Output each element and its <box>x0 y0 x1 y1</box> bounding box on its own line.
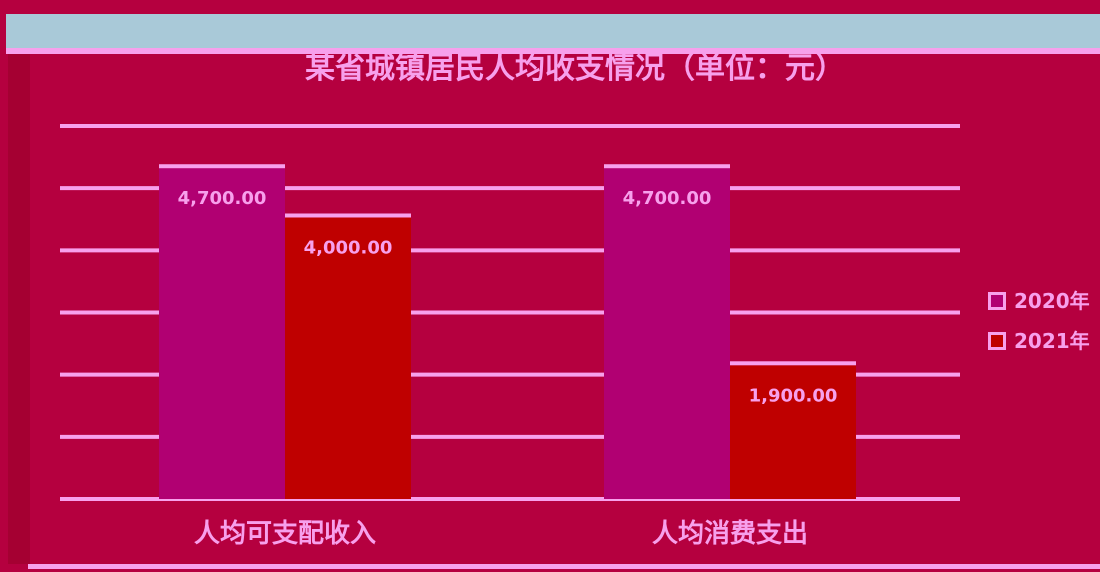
legend-label: 2021年 <box>1014 329 1090 353</box>
x-tick-label: 人均可支配收入 <box>194 519 376 549</box>
left-edge-strip <box>8 54 30 564</box>
data-label: 1,900.00 <box>749 385 838 406</box>
bar-2020-0[interactable] <box>159 168 285 499</box>
data-label: 4,700.00 <box>178 188 267 209</box>
x-tick-label: 人均消费支出 <box>652 519 808 549</box>
bar-top-edge-0-0 <box>159 164 285 169</box>
bottom-border <box>28 564 1100 569</box>
legend-swatch-2020 <box>991 295 1003 307</box>
bar-top-edge-0-1 <box>604 164 730 169</box>
title-band <box>6 14 1100 48</box>
bar-top-edge-1-0 <box>285 213 411 218</box>
legend-label: 2020年 <box>1014 289 1090 313</box>
bar-2021-1[interactable] <box>730 365 856 499</box>
chart-title: 某省城镇居民人均收支情况（单位：元） <box>305 51 845 86</box>
bar-2021-0[interactable] <box>285 217 411 499</box>
title-band-border <box>6 48 1100 54</box>
legend-swatch-2021 <box>991 335 1003 347</box>
data-label: 4,700.00 <box>623 188 712 209</box>
bar-2020-1[interactable] <box>604 168 730 499</box>
bar-top-edge-1-1 <box>730 361 856 366</box>
data-label: 4,000.00 <box>304 237 393 258</box>
